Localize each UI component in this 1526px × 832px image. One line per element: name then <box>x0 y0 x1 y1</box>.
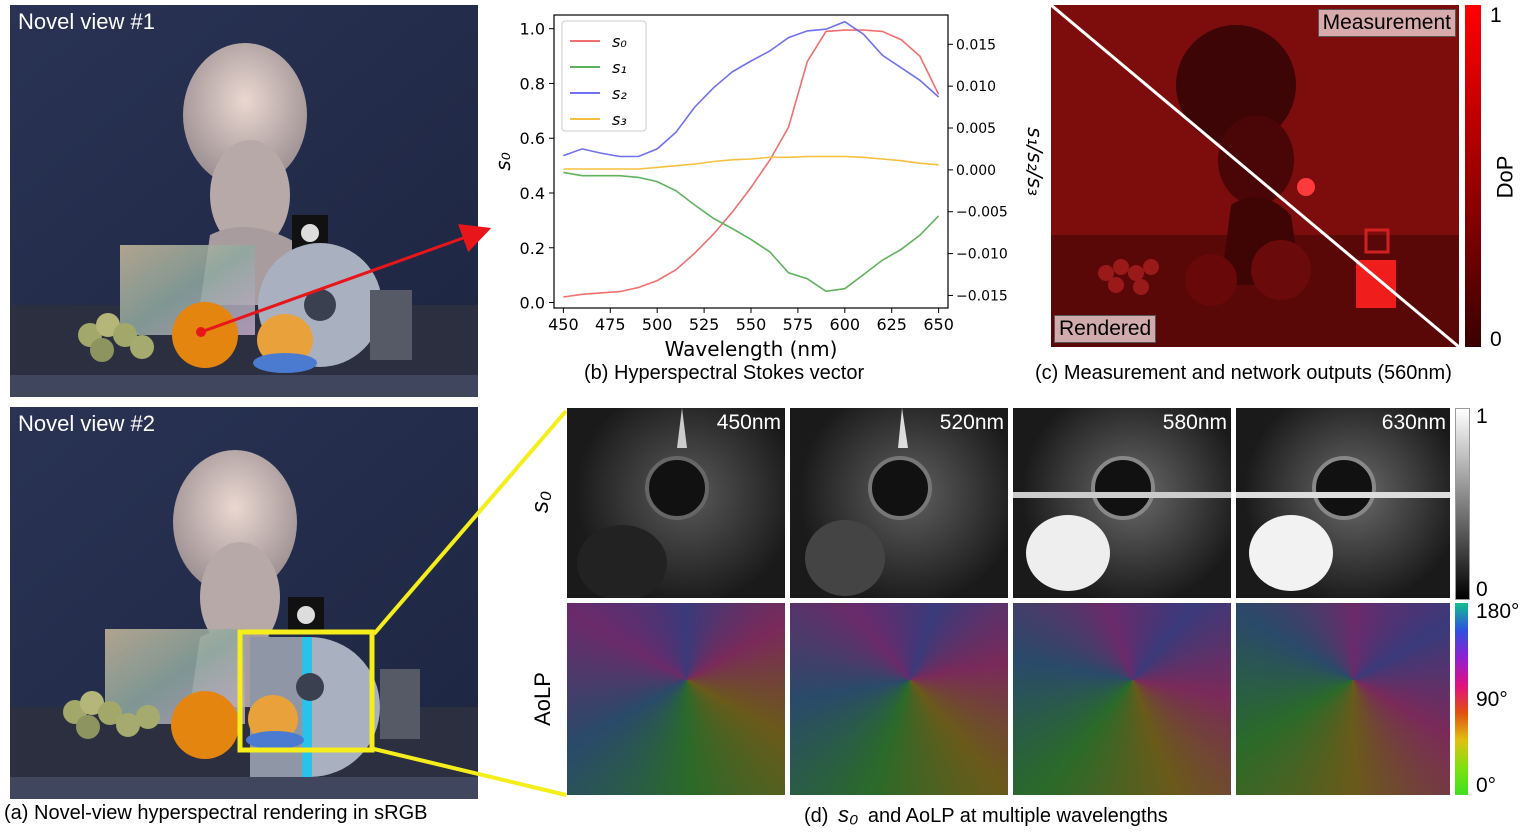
series-line-s2 <box>563 20 940 158</box>
aolp-colorbar <box>1455 603 1468 795</box>
caption-d-rest: and AoLP at multiple wavelengths <box>867 805 1168 827</box>
diagonal-split-line <box>1051 5 1459 347</box>
x-tick-label: 550 <box>736 315 767 334</box>
x-axis-label: Wavelength (nm) <box>665 337 838 361</box>
x-tick-label: 625 <box>876 315 907 334</box>
legend-label-s3: s₃ <box>612 110 627 129</box>
s0-colorbar-min: 0 <box>1476 578 1488 601</box>
y2-tick-label: 0.015 <box>956 37 996 53</box>
stokes-chart: 450 475 500 525 550 575 600 625 650 0.0 0.2 0.4 0.6 0… <box>491 14 1047 361</box>
s0-tile-520: 520nm <box>790 408 1008 598</box>
legend-label-s2: s₂ <box>612 84 627 103</box>
x-tick-label: 475 <box>595 315 626 334</box>
s0-colorbar-max: 1 <box>1476 405 1488 428</box>
aolp-tile-630 <box>1236 603 1450 795</box>
x-tick-label: 500 <box>642 315 673 334</box>
dop-colorbar-label: DoP <box>1492 155 1518 199</box>
legend-label-s1: s₁ <box>612 58 627 77</box>
novel-view-2-scene <box>10 407 478 799</box>
caption-d-prefix: (d) <box>804 805 829 827</box>
dop-image: Measurement Rendered <box>1051 5 1459 347</box>
y2-tick-label: 0.000 <box>956 163 996 179</box>
wavelength-label-630: 630nm <box>1381 411 1446 434</box>
y-tick-label: 0.0 <box>520 294 545 313</box>
wavelength-label-520: 520nm <box>939 411 1004 434</box>
dop-colorbar-max: 1 <box>1490 4 1502 27</box>
y-axis-label: s₀ <box>491 152 515 170</box>
y-tick-label: 0.8 <box>520 74 545 93</box>
dop-scene <box>1051 5 1459 347</box>
y2-axis-label: s₁/s₂/s₃ <box>1023 127 1047 196</box>
caption-c: (c) Measurement and network outputs (560… <box>1035 362 1452 384</box>
y-tick-label: 0.2 <box>520 239 545 258</box>
x-tick-label: 650 <box>923 315 954 334</box>
dop-colorbar <box>1465 5 1481 347</box>
y2-tick-label: 0.010 <box>956 79 996 95</box>
x-tick-label: 600 <box>830 315 861 334</box>
s0-tile-450: 450nm <box>567 408 785 598</box>
rendered-label: Rendered <box>1054 315 1157 343</box>
aolp-tile-520 <box>790 603 1008 795</box>
s0-tile-630: 630nm <box>1236 408 1450 598</box>
y2-tick-label: −0.005 <box>956 205 1008 221</box>
novel-view-2-label: Novel view #2 <box>18 411 155 436</box>
row-label-s0: s₀ <box>527 490 555 514</box>
zoom-region-box <box>237 629 375 753</box>
caption-b: (b) Hyperspectral Stokes vector <box>584 362 865 384</box>
s0-colorbar <box>1455 408 1470 600</box>
dop-colorbar-min: 0 <box>1490 328 1502 351</box>
caption-d: (d) s₀ and AoLP at multiple wavelengths <box>804 802 1168 828</box>
novel-view-1-image: Novel view #1 <box>10 5 478 397</box>
y2-tick-label: −0.015 <box>956 288 1008 304</box>
y-tick-label: 0.6 <box>520 129 545 148</box>
y-tick-label: 1.0 <box>520 20 545 39</box>
aolp-tile-580 <box>1013 603 1231 795</box>
x-tick-label: 525 <box>689 315 720 334</box>
caption-a: (a) Novel-view hyperspectral rendering i… <box>4 802 428 824</box>
novel-view-1-label: Novel view #1 <box>18 9 155 34</box>
x-tick-label: 575 <box>783 315 814 334</box>
series-line-s1 <box>563 171 940 293</box>
x-tick-label: 450 <box>548 315 579 334</box>
aolp-tile-450 <box>567 603 785 795</box>
series-line-s3 <box>563 155 939 170</box>
y2-tick-label: 0.005 <box>956 121 996 137</box>
aolp-colorbar-bot: 0° <box>1476 774 1497 797</box>
novel-view-1-scene <box>10 5 478 397</box>
legend-label-s0: s₀ <box>612 32 627 51</box>
y-tick-label: 0.4 <box>520 184 545 203</box>
wavelength-label-580: 580nm <box>1162 411 1227 434</box>
y2-tick-label: −0.010 <box>956 247 1008 263</box>
wavelength-label-450: 450nm <box>716 411 781 434</box>
series-line-s0 <box>563 29 940 298</box>
row-label-aolp: AoLP <box>529 672 555 726</box>
caption-d-symbol: s₀ <box>838 802 859 827</box>
s0-tile-580: 580nm <box>1013 408 1231 598</box>
legend-box <box>561 20 647 132</box>
measurement-label: Measurement <box>1317 9 1456 37</box>
aolp-colorbar-top: 180° <box>1476 600 1520 623</box>
novel-view-2-image: Novel view #2 <box>10 407 478 799</box>
aolp-colorbar-mid: 90° <box>1476 688 1508 711</box>
